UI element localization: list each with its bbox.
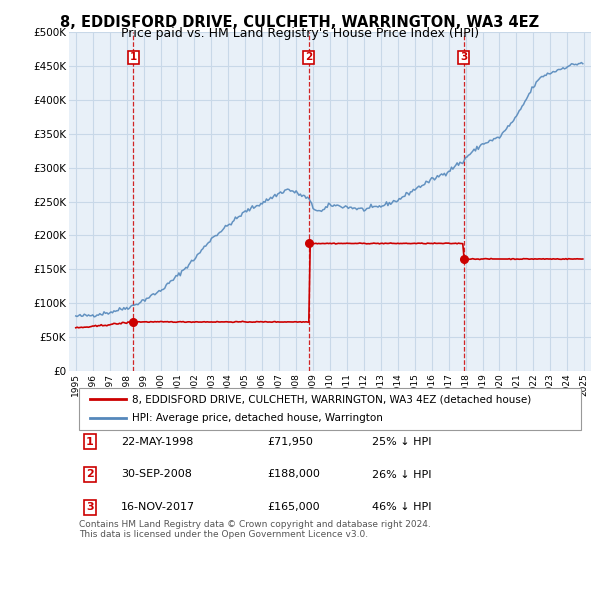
FancyBboxPatch shape <box>79 388 581 430</box>
Text: 3: 3 <box>460 53 467 63</box>
Text: £71,950: £71,950 <box>268 437 313 447</box>
Text: 16-NOV-2017: 16-NOV-2017 <box>121 502 196 512</box>
Text: 1: 1 <box>86 437 94 447</box>
Text: 26% ↓ HPI: 26% ↓ HPI <box>372 470 431 480</box>
Text: 22-MAY-1998: 22-MAY-1998 <box>121 437 194 447</box>
Text: 2: 2 <box>305 53 313 63</box>
Text: Contains HM Land Registry data © Crown copyright and database right 2024.
This d: Contains HM Land Registry data © Crown c… <box>79 520 431 539</box>
Text: 8, EDDISFORD DRIVE, CULCHETH, WARRINGTON, WA3 4EZ: 8, EDDISFORD DRIVE, CULCHETH, WARRINGTON… <box>61 15 539 30</box>
Text: Price paid vs. HM Land Registry's House Price Index (HPI): Price paid vs. HM Land Registry's House … <box>121 27 479 40</box>
Text: HPI: Average price, detached house, Warrington: HPI: Average price, detached house, Warr… <box>131 412 383 422</box>
Text: 30-SEP-2008: 30-SEP-2008 <box>121 470 192 480</box>
Text: £188,000: £188,000 <box>268 470 320 480</box>
Text: 2: 2 <box>86 470 94 480</box>
Text: 46% ↓ HPI: 46% ↓ HPI <box>372 502 431 512</box>
Text: 8, EDDISFORD DRIVE, CULCHETH, WARRINGTON, WA3 4EZ (detached house): 8, EDDISFORD DRIVE, CULCHETH, WARRINGTON… <box>131 394 531 404</box>
Text: 1: 1 <box>130 53 137 63</box>
Text: 3: 3 <box>86 502 94 512</box>
Text: £165,000: £165,000 <box>268 502 320 512</box>
Text: 25% ↓ HPI: 25% ↓ HPI <box>372 437 431 447</box>
